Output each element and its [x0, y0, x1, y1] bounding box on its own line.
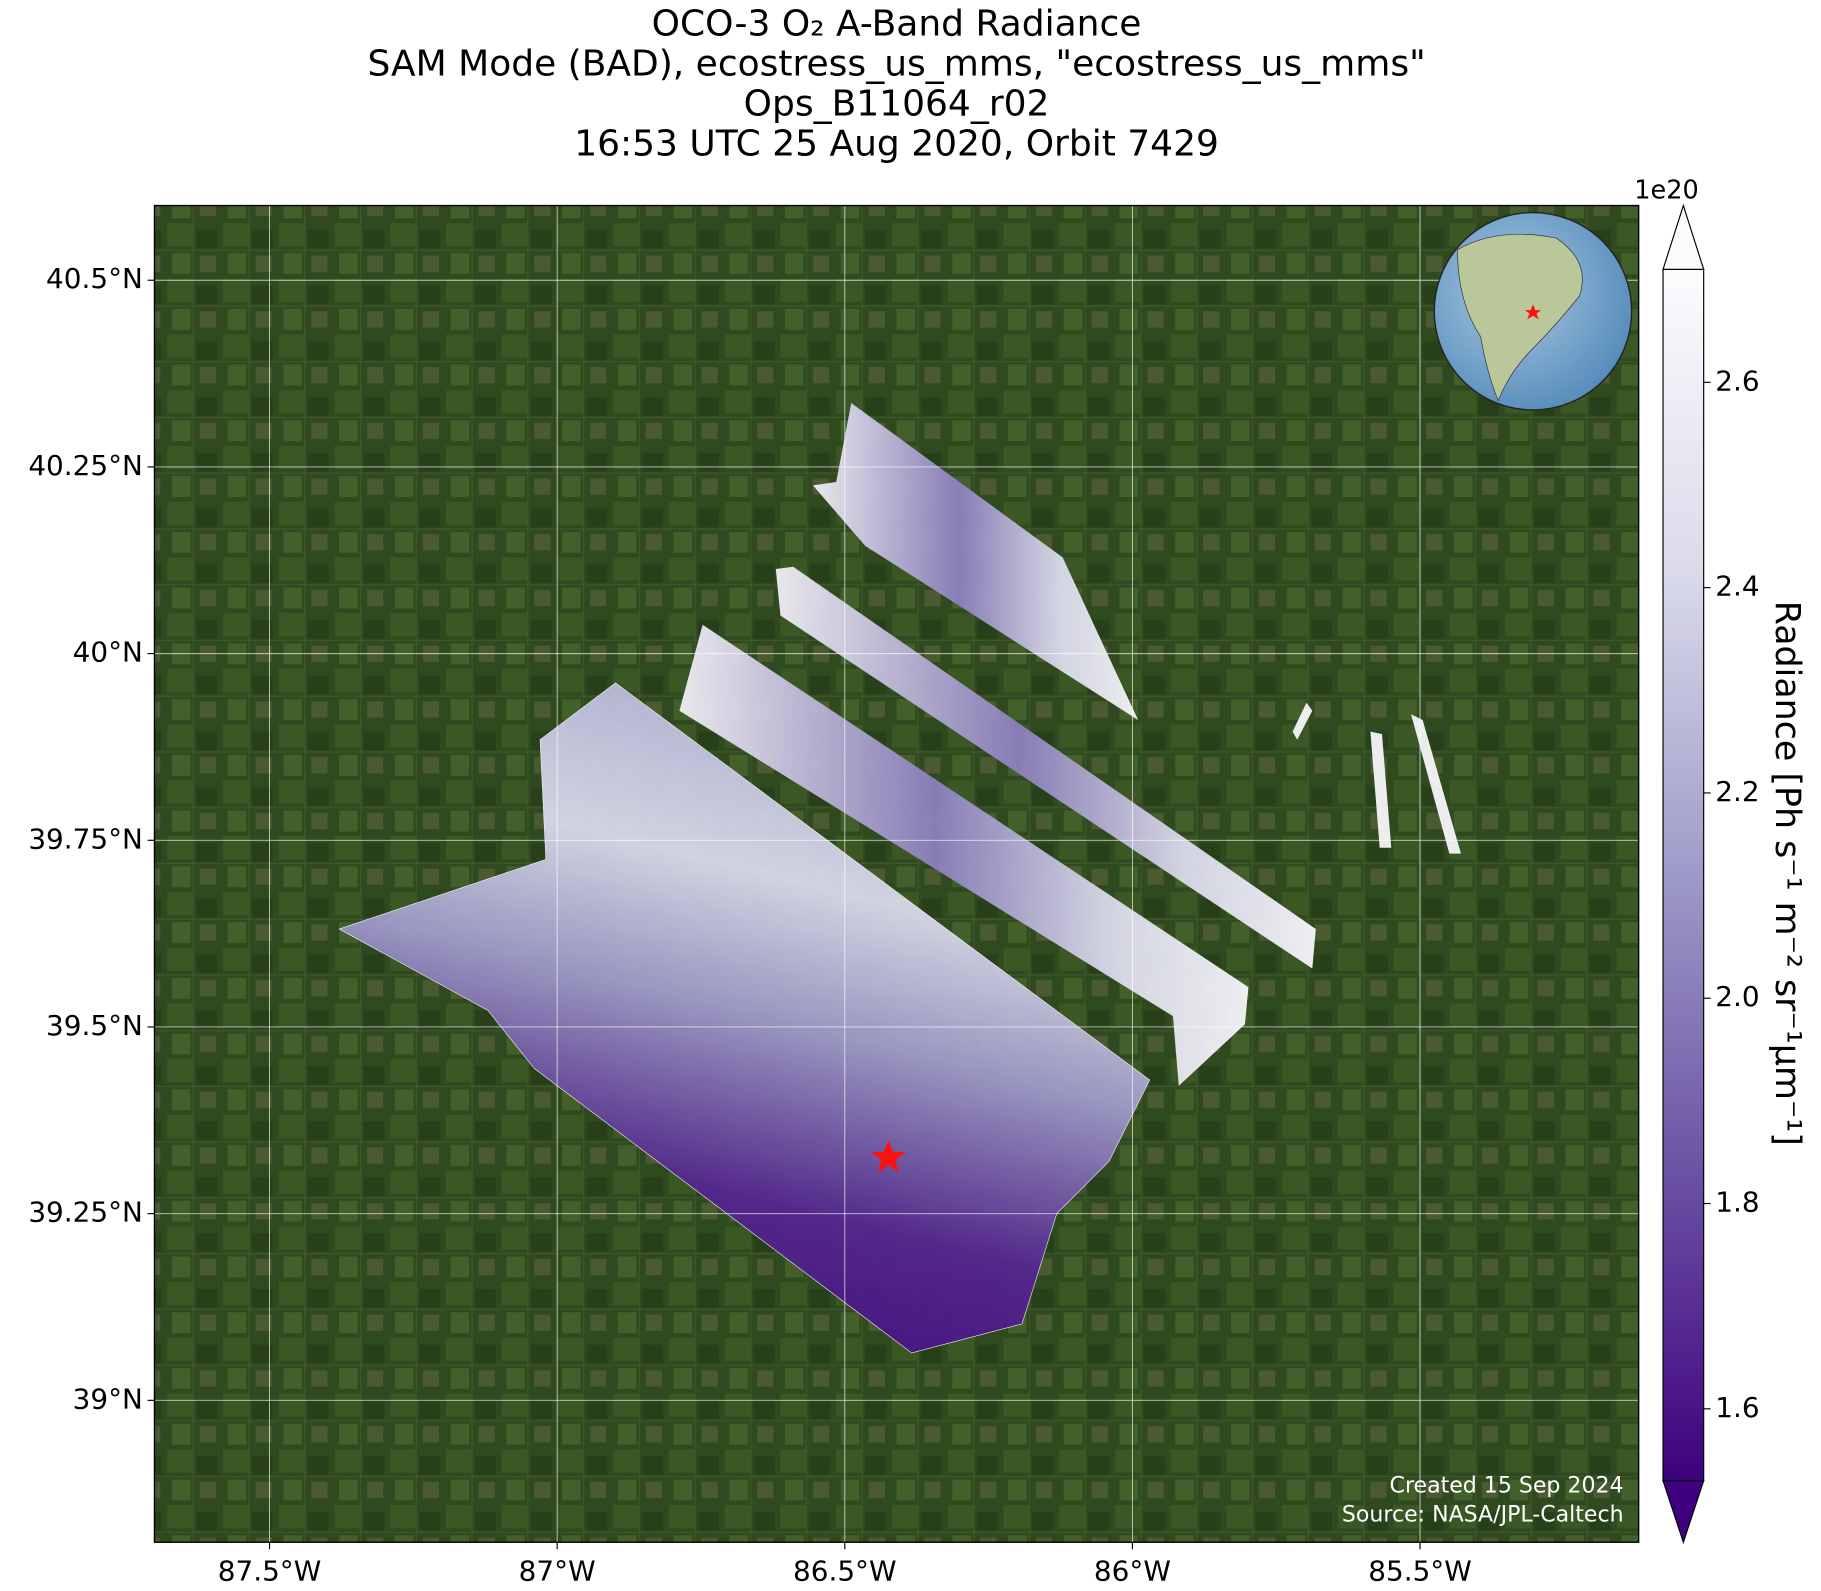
y-tick-label: 39°N	[73, 1382, 143, 1415]
inset-globe	[1433, 211, 1633, 411]
y-tick-label: 39.5°N	[46, 1009, 143, 1042]
annotation: Source: NASA/JPL-Caltech	[1342, 1503, 1624, 1528]
colorbar-frame	[1662, 268, 1705, 1482]
x-tick-label: 87°W	[519, 1554, 596, 1587]
colorbar-extend-bottom	[1662, 1480, 1705, 1545]
grid	[154, 205, 1639, 1543]
colorbar-tick-label: 2.4	[1715, 570, 1759, 603]
annotations: Created 15 Sep 2024 Source: NASA/JPL-Calt…	[1342, 1473, 1624, 1527]
annotation: Created 15 Sep 2024	[1390, 1473, 1624, 1498]
x-tick-label: 86°W	[1094, 1554, 1171, 1587]
target-star	[871, 1140, 906, 1173]
x-tick-label: 85.5°W	[1368, 1554, 1472, 1587]
swath	[775, 566, 1316, 969]
colorbar-extend-top	[1662, 203, 1705, 271]
swath	[1411, 714, 1461, 854]
title-line: OCO-3 O₂ A-Band Radiance	[652, 4, 1142, 45]
swath	[1370, 731, 1392, 848]
map-area: Created 15 Sep 2024 Source: NASA/JPL-Calt…	[154, 205, 1639, 1543]
colorbar-tick-label: 2.0	[1715, 980, 1759, 1013]
colorbar-tick-label: 1.8	[1715, 1186, 1759, 1219]
x-tick-label: 87.5°W	[218, 1554, 322, 1587]
colorbar-offset: 1e20	[1634, 176, 1698, 206]
colorbar-body	[1663, 269, 1704, 1481]
axes: 87.5°W 87°W 86.5°W 86°W 85.5°W 39°N 39.25°N 39.…	[28, 262, 1471, 1587]
title-line: Ops_B11064_r02	[744, 84, 1050, 125]
swath	[338, 682, 1151, 1354]
radiance-swaths	[338, 402, 1461, 1354]
x-tick-label: 86.5°W	[793, 1554, 897, 1587]
swath	[1292, 702, 1313, 740]
colorbar-tick-label: 2.6	[1715, 364, 1759, 397]
map-frame	[153, 204, 1640, 1543]
swath	[812, 402, 1139, 721]
y-tick-label: 40°N	[73, 636, 143, 669]
y-tick-label: 39.75°N	[28, 822, 143, 855]
title-line: SAM Mode (BAD), ecostress_us_mms, "ecost…	[367, 44, 1425, 85]
y-tick-label: 39.25°N	[28, 1196, 143, 1229]
y-tick-label: 40.5°N	[46, 262, 143, 295]
swath	[679, 624, 1249, 1086]
colorbar: 1e20 Radiance [Ph s⁻¹ m⁻² sr⁻¹μm⁻¹] 1.6 1…	[1634, 176, 1807, 1545]
y-tick-label: 40.25°N	[28, 449, 143, 482]
colorbar-label: Radiance [Ph s⁻¹ m⁻² sr⁻¹μm⁻¹]	[1767, 601, 1807, 1146]
title-line: 16:53 UTC 25 Aug 2020, Orbit 7429	[574, 124, 1219, 165]
colorbar-tick-label: 1.6	[1715, 1391, 1759, 1424]
colorbar-tick-label: 2.2	[1715, 775, 1759, 808]
